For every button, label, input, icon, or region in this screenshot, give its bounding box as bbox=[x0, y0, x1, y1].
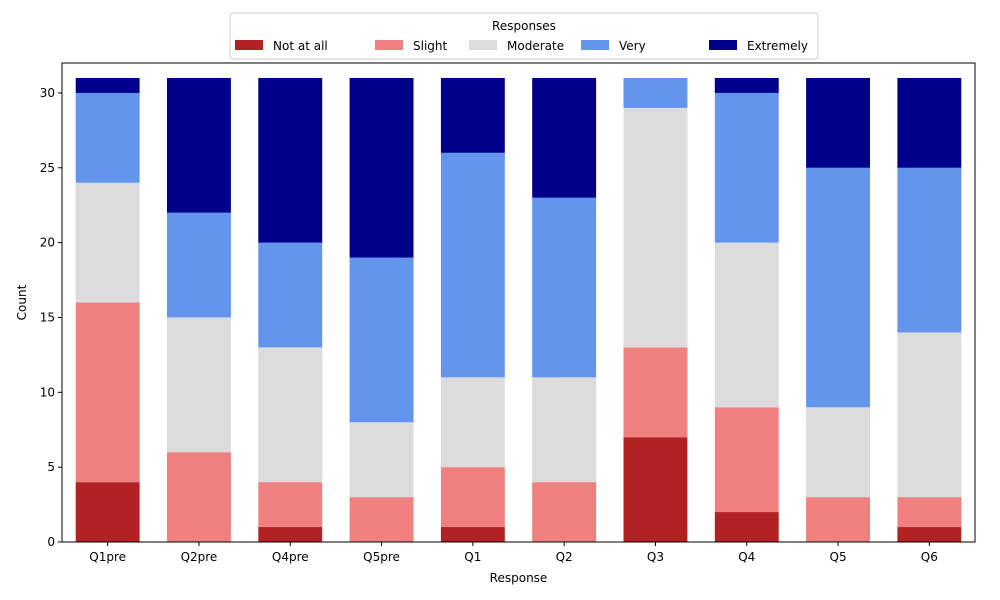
bar-segment bbox=[349, 422, 414, 498]
bar-segment bbox=[714, 407, 779, 513]
bar-segment bbox=[714, 242, 779, 408]
bar-segment bbox=[623, 107, 688, 348]
legend-swatch bbox=[469, 40, 497, 50]
x-tick-label: Q1 bbox=[464, 550, 481, 564]
bar-segment bbox=[75, 182, 140, 303]
bar-segment bbox=[897, 497, 962, 528]
bar-segment bbox=[258, 242, 323, 348]
x-tick-label: Q1pre bbox=[89, 550, 126, 564]
bar-segment bbox=[806, 407, 871, 498]
x-tick-label: Q2 bbox=[556, 550, 573, 564]
bar-segment bbox=[806, 497, 871, 542]
legend-swatch bbox=[709, 40, 737, 50]
bar-segment bbox=[440, 77, 505, 153]
legend-label: Very bbox=[619, 39, 646, 53]
legend-label: Slight bbox=[413, 39, 448, 53]
bar-segment bbox=[258, 77, 323, 243]
bar-segment bbox=[440, 152, 505, 378]
bar-segment bbox=[349, 497, 414, 542]
axes-group: Q1pre Q2pre Q4pre Q5pre Q1 Q2 Q3 Q4 Q5 Q6 0 5 10 15 20… bbox=[40, 62, 976, 564]
x-tick-label: Q5 bbox=[830, 550, 847, 564]
y-tick-label: 10 bbox=[40, 385, 55, 399]
bar-segment bbox=[623, 77, 688, 108]
bar-segment bbox=[532, 77, 597, 198]
x-axis-label: Response bbox=[490, 571, 548, 585]
y-tick-label: 5 bbox=[47, 460, 55, 474]
bar-segment bbox=[258, 347, 323, 483]
bar-segment bbox=[714, 512, 779, 542]
bar-segment bbox=[623, 347, 688, 438]
bar-segment bbox=[440, 527, 505, 542]
bar-segment bbox=[897, 77, 962, 168]
bar-segment bbox=[75, 77, 140, 93]
bar-segment bbox=[75, 302, 140, 483]
y-tick-label: 25 bbox=[40, 161, 55, 175]
legend-swatch bbox=[375, 40, 403, 50]
bar-segment bbox=[897, 167, 962, 333]
x-tick-label: Q5pre bbox=[363, 550, 400, 564]
bar-segment bbox=[532, 482, 597, 542]
x-tick-label: Q2pre bbox=[181, 550, 218, 564]
bar-segment bbox=[623, 437, 688, 542]
x-tick-label: Q3 bbox=[647, 550, 664, 564]
y-tick-label: 20 bbox=[40, 236, 55, 250]
x-tick-label: Q6 bbox=[921, 550, 938, 564]
bars-group bbox=[75, 77, 962, 542]
bar-segment bbox=[349, 257, 414, 423]
bar-segment bbox=[166, 77, 231, 213]
x-tick-label: Q4pre bbox=[272, 550, 309, 564]
legend-label: Moderate bbox=[507, 39, 564, 53]
bar-segment bbox=[75, 482, 140, 542]
plot-frame bbox=[61, 62, 976, 543]
y-tick-label: 15 bbox=[40, 310, 55, 324]
legend-label: Not at all bbox=[273, 39, 328, 53]
legend-swatch bbox=[235, 40, 263, 50]
bar-segment bbox=[806, 167, 871, 408]
y-tick-label: 30 bbox=[40, 86, 55, 100]
bar-segment bbox=[532, 197, 597, 378]
bar-segment bbox=[897, 527, 962, 542]
legend-items: Not at all Slight Moderate Very Extremely bbox=[235, 39, 808, 53]
y-tick-label: 0 bbox=[47, 535, 55, 549]
bar-segment bbox=[532, 377, 597, 483]
bar-segment bbox=[440, 377, 505, 468]
bar-segment bbox=[714, 92, 779, 243]
legend-title: Responses bbox=[492, 19, 556, 33]
legend-swatch bbox=[581, 40, 609, 50]
x-tick-label: Q4 bbox=[738, 550, 755, 564]
bar-segment bbox=[440, 467, 505, 528]
bar-segment bbox=[897, 332, 962, 498]
bar-segment bbox=[258, 527, 323, 542]
bar-segment bbox=[166, 317, 231, 453]
bar-segment bbox=[806, 77, 871, 168]
legend: Responses Not at all Slight Moderate Very Ex… bbox=[229, 12, 819, 60]
bar-segment bbox=[258, 482, 323, 528]
bar-segment bbox=[166, 452, 231, 542]
bar-segment bbox=[166, 212, 231, 318]
bar-segment bbox=[349, 77, 414, 258]
bar-segment bbox=[75, 92, 140, 183]
legend-label: Extremely bbox=[747, 39, 808, 53]
y-axis-label: Count bbox=[15, 284, 29, 320]
bar-segment bbox=[714, 77, 779, 93]
